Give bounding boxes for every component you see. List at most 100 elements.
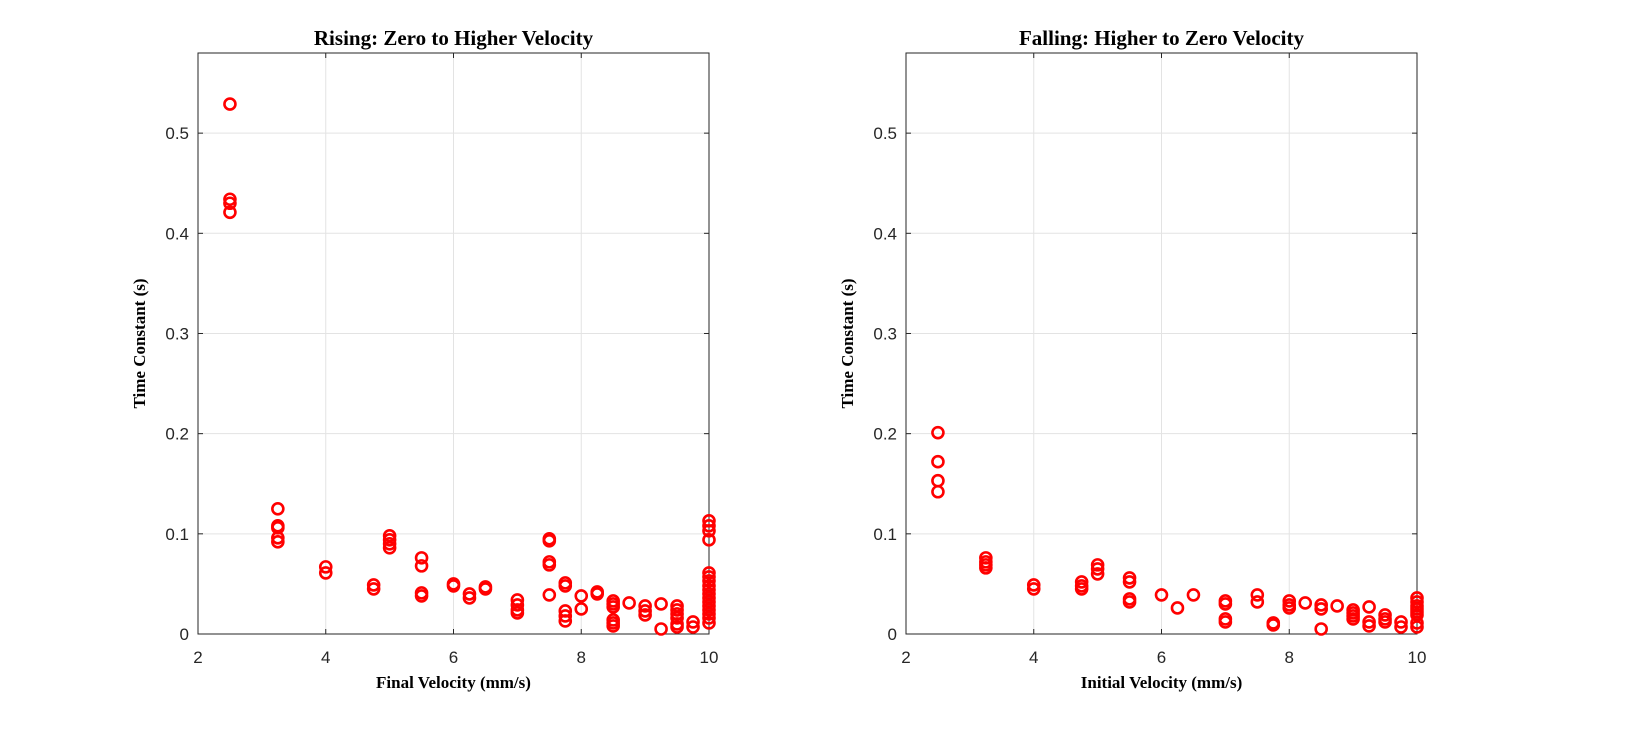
falling-data-point xyxy=(1394,620,1408,634)
rising-data-point xyxy=(382,541,397,555)
rising-data-point xyxy=(574,589,589,603)
falling-x-tick-label: 2 xyxy=(901,648,910,667)
falling-y-axis-label: Time Constant (s) xyxy=(838,278,857,408)
rising-data-point xyxy=(382,533,397,547)
chart-rising: 2 4 6 8 10 0 0.1 0.2 0.3 0.4 0.5 Rising: Zero to Hi… xyxy=(130,26,718,692)
falling-data-point xyxy=(1314,598,1328,612)
rising-data-point xyxy=(702,533,716,547)
rising-data-point xyxy=(271,535,285,549)
falling-data-point xyxy=(1250,595,1265,609)
falling-y-tick-label: 0.2 xyxy=(873,425,897,444)
falling-data-point xyxy=(1282,594,1297,608)
falling-data-point xyxy=(1394,615,1408,629)
rising-data-point xyxy=(702,519,716,533)
rising-data-point xyxy=(670,611,684,625)
falling-data-point xyxy=(1298,596,1313,610)
rising-data-point xyxy=(670,603,684,617)
rising-data-point xyxy=(223,205,237,220)
rising-x-tick-label: 6 xyxy=(449,648,458,667)
falling-data-point xyxy=(979,561,993,575)
falling-data-point xyxy=(1330,599,1344,613)
rising-data-point xyxy=(702,574,716,588)
rising-data-point xyxy=(542,534,557,548)
rising-data-point xyxy=(686,615,700,629)
rising-data-point xyxy=(622,596,636,610)
falling-x-tick-label: 6 xyxy=(1157,648,1166,667)
rising-data-point xyxy=(702,566,716,580)
falling-data-point xyxy=(1362,600,1376,614)
rising-data-point xyxy=(223,196,237,211)
rising-x-tick-label: 4 xyxy=(321,648,330,667)
rising-data-point xyxy=(702,611,716,625)
falling-data-point xyxy=(1090,558,1105,572)
rising-data-point xyxy=(606,600,620,614)
rising-data-point xyxy=(670,620,684,634)
rising-data-point xyxy=(654,597,668,611)
rising-data-point xyxy=(542,558,557,572)
falling-data-point xyxy=(1090,567,1105,581)
rising-data-point xyxy=(510,598,525,612)
rising-data-point xyxy=(542,588,557,602)
rising-data-point xyxy=(414,589,429,603)
rising-data-point xyxy=(654,622,668,636)
rising-y-tick-label: 0.2 xyxy=(165,425,189,444)
falling-data-point xyxy=(1186,588,1201,602)
falling-data-point xyxy=(931,454,945,469)
falling-data-point xyxy=(1266,618,1281,632)
falling-x-tick-label: 10 xyxy=(1408,648,1427,667)
falling-data-point xyxy=(1282,601,1297,615)
rising-y-tick-label: 0.1 xyxy=(165,525,189,544)
rising-data-point xyxy=(478,582,493,596)
rising-y-axis-label: Time Constant (s) xyxy=(130,278,149,408)
rising-data-point xyxy=(638,599,652,613)
rising-data-point xyxy=(446,579,461,593)
rising-data-point xyxy=(702,603,716,617)
falling-chart-title: Falling: Higher to Zero Velocity xyxy=(1019,26,1305,50)
rising-data-point xyxy=(638,604,652,618)
rising-data-point xyxy=(702,524,716,538)
rising-data-point xyxy=(558,579,573,593)
falling-data-point xyxy=(1122,595,1137,609)
rising-data-point xyxy=(462,591,477,605)
rising-x-tick-label: 2 xyxy=(193,648,202,667)
rising-y-tick-label: 0.5 xyxy=(165,124,189,143)
falling-data-point xyxy=(1410,620,1424,634)
falling-data-point xyxy=(931,484,945,499)
rising-chart-title: Rising: Zero to Higher Velocity xyxy=(314,26,594,50)
rising-data-point xyxy=(702,616,716,630)
rising-data-point xyxy=(271,501,285,516)
rising-data-point xyxy=(382,537,397,551)
falling-y-tick-label: 0.4 xyxy=(873,224,897,243)
falling-data-point xyxy=(931,425,945,440)
rising-data-point xyxy=(686,620,700,634)
rising-data-point xyxy=(638,608,652,622)
rising-data-point xyxy=(223,192,237,207)
rising-data-point xyxy=(702,607,716,621)
falling-x-tick-label: 4 xyxy=(1029,648,1038,667)
falling-x-axis-label: Initial Velocity (mm/s) xyxy=(1081,673,1243,692)
falling-y-tick-label: 0.5 xyxy=(873,124,897,143)
falling-data-point xyxy=(1250,588,1265,602)
falling-data-point xyxy=(1026,582,1041,596)
rising-data-point xyxy=(702,570,716,584)
rising-data-point xyxy=(606,619,620,633)
falling-y-tick-label: 0 xyxy=(888,625,897,644)
falling-data-point xyxy=(1314,602,1328,616)
rising-data-point xyxy=(318,566,333,580)
rising-x-axis-label: Final Velocity (mm/s) xyxy=(376,673,531,692)
rising-data-point xyxy=(318,560,333,574)
falling-y-tick-label: 0.3 xyxy=(873,324,897,343)
falling-data-point xyxy=(1218,597,1233,611)
falling-y-tick-label: 0.1 xyxy=(873,525,897,544)
falling-data-point xyxy=(1362,619,1376,633)
falling-data-point xyxy=(1410,616,1424,630)
falling-data-point xyxy=(1122,571,1137,585)
rising-data-point xyxy=(590,587,605,601)
falling-data-point xyxy=(1154,588,1169,602)
rising-data-point xyxy=(558,614,573,628)
rising-x-tick-label: 10 xyxy=(700,648,719,667)
chart-falling: 2 4 6 8 10 0 0.1 0.2 0.3 0.4 0.5 Falling: Higher to… xyxy=(838,26,1426,692)
falling-data-point xyxy=(1026,578,1041,592)
falling-data-point xyxy=(1090,562,1105,576)
